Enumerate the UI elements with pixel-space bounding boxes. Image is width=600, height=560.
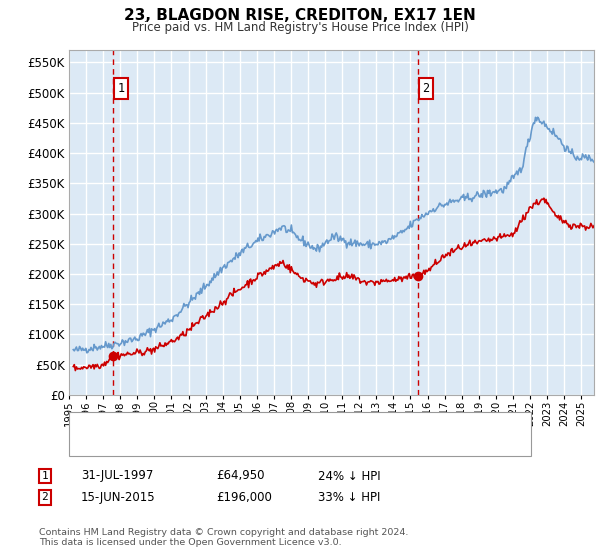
Text: Price paid vs. HM Land Registry's House Price Index (HPI): Price paid vs. HM Land Registry's House … bbox=[131, 21, 469, 34]
Text: 1: 1 bbox=[41, 471, 49, 481]
Text: 23, BLAGDON RISE, CREDITON, EX17 1EN (detached house): 23, BLAGDON RISE, CREDITON, EX17 1EN (de… bbox=[114, 419, 448, 429]
Text: 2: 2 bbox=[422, 82, 430, 95]
Text: 24% ↓ HPI: 24% ↓ HPI bbox=[318, 469, 380, 483]
Text: 2: 2 bbox=[41, 492, 49, 502]
Text: Contains HM Land Registry data © Crown copyright and database right 2024.
This d: Contains HM Land Registry data © Crown c… bbox=[39, 528, 409, 547]
Text: £196,000: £196,000 bbox=[216, 491, 272, 504]
Text: £64,950: £64,950 bbox=[216, 469, 265, 483]
Text: 15-JUN-2015: 15-JUN-2015 bbox=[81, 491, 155, 504]
Text: 33% ↓ HPI: 33% ↓ HPI bbox=[318, 491, 380, 504]
Text: 23, BLAGDON RISE, CREDITON, EX17 1EN: 23, BLAGDON RISE, CREDITON, EX17 1EN bbox=[124, 8, 476, 24]
Text: HPI: Average price, detached house, Mid Devon: HPI: Average price, detached house, Mid … bbox=[114, 440, 380, 450]
Text: 31-JUL-1997: 31-JUL-1997 bbox=[81, 469, 154, 483]
Text: 1: 1 bbox=[118, 82, 124, 95]
